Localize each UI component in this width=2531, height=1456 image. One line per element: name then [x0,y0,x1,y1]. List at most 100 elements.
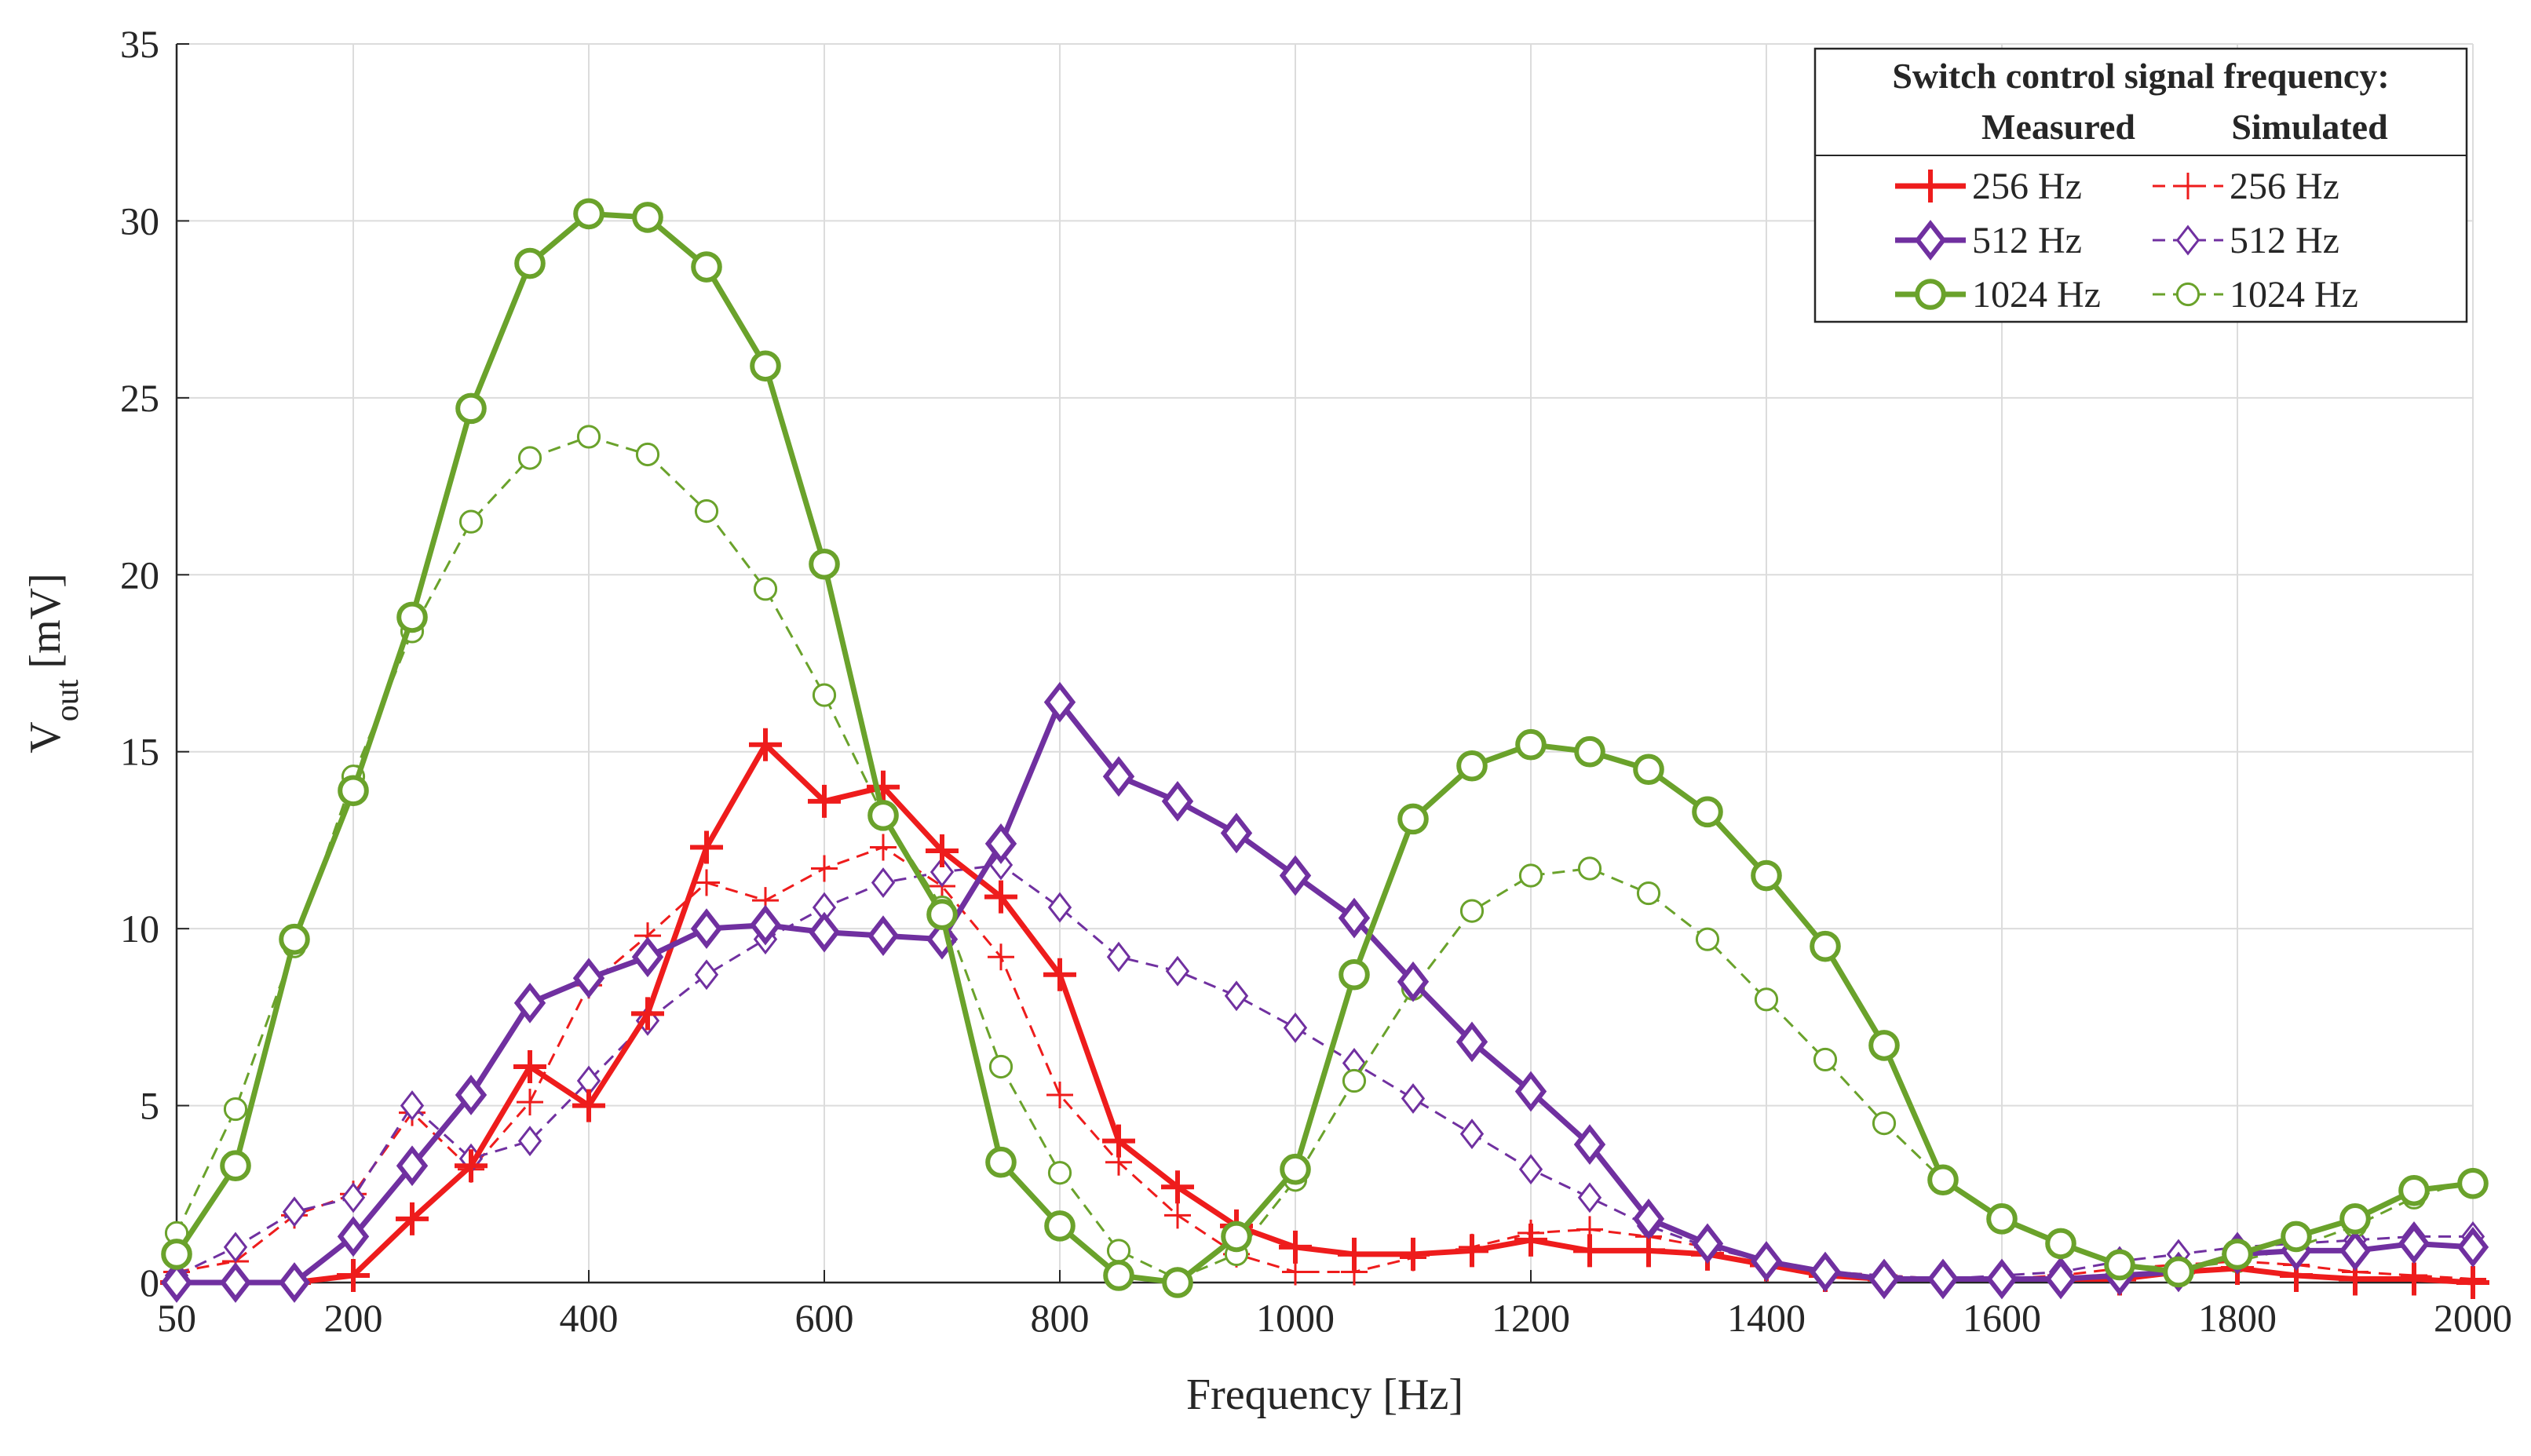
data-point-marker [867,770,900,804]
data-point-marker [1221,1221,1252,1253]
data-point-marker [2339,1230,2372,1272]
legend-entry-simulated: 256 Hz [2153,166,2339,207]
data-point-marker [338,775,369,807]
data-point-marker [396,601,428,633]
data-point-marker [1577,1182,1602,1213]
data-point-marker [690,830,723,864]
x-tick-label: 400 [560,1296,619,1340]
y-axis-label-subscript: out [49,679,86,721]
y-axis-label-unit: [mV] [21,573,70,668]
data-point-marker [1401,1083,1426,1114]
y-tick-label: 30 [120,199,159,243]
legend-entry-label: 256 Hz [1972,166,2082,207]
legend-layer: Switch control signal frequency: Measured… [1813,47,2468,323]
data-point-marker [1574,735,1605,768]
data-point-marker [2222,1239,2253,1270]
data-point-marker [1102,1124,1135,1158]
data-point-marker [282,1196,307,1228]
data-point-marker [576,425,601,449]
y-tick-label: 10 [120,907,159,951]
series-line [177,699,2474,1286]
data-point-marker [1695,927,1720,951]
legend-entry-measured: 1024 Hz [1895,274,2101,316]
data-point-marker [455,1149,488,1183]
y-tick-label: 20 [120,553,159,597]
data-point-marker [517,1089,543,1116]
data-point-marker [1514,1223,1547,1257]
data-point-marker [223,1232,248,1263]
data-point-marker [572,958,605,999]
data-point-marker [984,823,1017,864]
data-point-marker [1455,1234,1488,1268]
data-point-marker [1868,1258,1901,1300]
data-point-marker [2044,1258,2077,1300]
data-point-marker [691,251,722,283]
x-axis-label: Frequency [Hz] [1186,1370,1463,1419]
data-point-marker [223,1097,248,1122]
data-point-marker [1046,1082,1073,1109]
series-line [176,845,2474,1280]
x-tick-label: 800 [1031,1296,1090,1340]
data-point-marker [1283,1012,1308,1043]
data-point-marker [1161,1170,1194,1204]
data-point-marker [1047,1161,1072,1185]
x-tick-label: 1600 [1963,1296,2041,1340]
data-point-marker [1751,859,1782,892]
data-point-marker [1164,1202,1191,1229]
data-point-marker [1161,780,1194,822]
data-point-marker [988,1054,1013,1079]
data-point-marker [1914,170,1947,203]
data-point-marker [1162,1267,1193,1298]
data-point-marker [1985,1258,2018,1300]
data-point-marker [1868,1030,1900,1061]
data-point-marker [514,247,546,279]
data-point-marker [1047,892,1072,923]
data-point-marker [517,446,542,470]
data-point-marker [458,509,484,534]
data-point-marker [1043,958,1076,991]
data-point-marker [1102,756,1135,797]
data-point-marker [1455,1021,1488,1063]
data-point-marker [1220,812,1253,854]
data-point-marker [1459,899,1485,923]
data-point-marker [1279,855,1312,896]
series-layer [160,198,2489,1303]
data-point-marker [1103,1260,1134,1291]
data-point-marker [1986,1203,2018,1235]
data-point-marker [1106,1239,1131,1263]
data-point-marker [1044,1210,1076,1242]
legend-entry-label: 512 Hz [1972,220,2082,261]
data-point-marker [1927,1164,1959,1196]
data-point-marker [694,499,719,524]
data-point-marker [1106,941,1131,972]
y-tick-label: 0 [140,1261,159,1305]
data-point-marker [2339,1203,2371,1235]
data-point-marker [455,392,487,425]
x-tick-label: 1200 [1492,1296,1570,1340]
data-point-marker [867,915,900,957]
data-point-marker [2398,1174,2430,1206]
data-point-marker [631,936,664,978]
data-point-marker [1338,897,1371,939]
data-point-marker [753,577,778,601]
data-point-marker [631,997,664,1031]
data-point-marker [1692,796,1723,828]
legend-entry-measured: 256 Hz [1895,166,2082,207]
data-point-marker [1514,1071,1547,1112]
y-axis-label-main: V [21,721,70,753]
x-tick-label: 1400 [1727,1296,1806,1340]
data-point-marker [2281,1221,2312,1253]
data-point-marker [337,1216,370,1257]
data-point-marker [1397,1237,1430,1271]
y-tick-label: 35 [120,22,159,66]
data-point-marker [870,834,897,861]
data-point-marker [1632,1234,1665,1268]
data-point-marker [2456,1266,2489,1299]
x-tick-label: 600 [795,1296,854,1340]
legend-entry-label: 512 Hz [2230,220,2339,261]
data-point-marker [1636,881,1661,906]
x-tick-label: 200 [324,1296,383,1340]
data-point-marker [811,855,838,882]
